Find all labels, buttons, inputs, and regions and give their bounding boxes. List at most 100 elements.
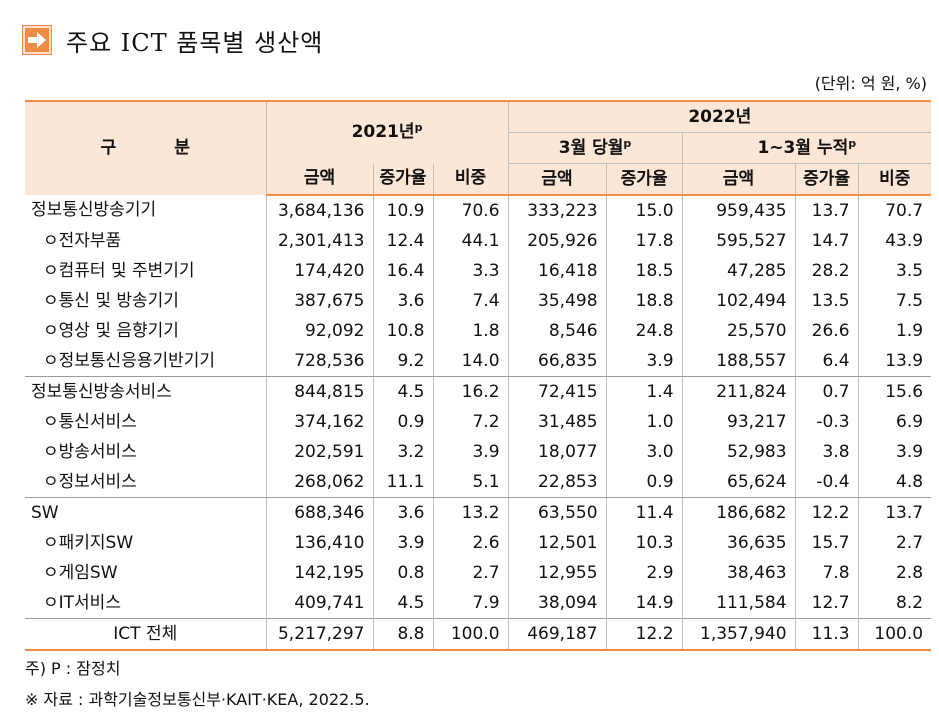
table-cell: 100.0: [857, 618, 932, 651]
table-cell: 7.8: [794, 558, 859, 588]
table-cell: 13.9: [857, 346, 932, 377]
table-cell: 93,217: [681, 407, 796, 437]
table-cell: 11.1: [372, 467, 433, 498]
table-cell: 25,570: [681, 316, 796, 346]
row-label: ㅇ통신 및 방송기기: [43, 290, 179, 311]
table-row: ㅇ영상 및 음향기기 92,092 10.8 1.8 8,546 24.8 25,570 26…: [25, 316, 932, 346]
header-2021: 2021년p: [265, 100, 509, 164]
table-cell: 12,955: [507, 558, 607, 588]
table-cell: 3,684,136: [265, 195, 373, 226]
table-cell: 333,223: [507, 195, 607, 226]
table-cell: 6.9: [857, 407, 932, 437]
table-cell: 202,591: [265, 437, 373, 467]
table-cell: 0.8: [372, 558, 433, 588]
table-row: ㅇ정보서비스 268,062 11.1 5.1 22,853 0.9 65,624 -0.4 4…: [25, 467, 932, 498]
table-cell: 31,485: [507, 407, 607, 437]
header-amount: 금액: [265, 163, 373, 196]
header-category: 구 분: [25, 100, 266, 195]
table-cell: 3.6: [372, 286, 433, 316]
table-cell: 4.8: [857, 467, 932, 498]
table-cell: 2.8: [857, 558, 932, 588]
table-row: ㅇ전자부품 2,301,413 12.4 44.1 205,926 17.8 595,527…: [25, 226, 932, 256]
table-row: ㅇ방송서비스 202,591 3.2 3.9 18,077 3.0 52,983 3.8 3.9: [25, 437, 932, 467]
table-cell: 12.4: [372, 226, 433, 256]
table-cell: 16,418: [507, 256, 607, 286]
table-cell: 8,546: [507, 316, 607, 346]
table-cell: 844,815: [265, 376, 373, 407]
note-provisional: 주) P : 잠정치: [25, 659, 121, 678]
table-row: SW 688,346 3.6 13.2 63,550 11.4 186,682 12.2 13.…: [25, 497, 932, 528]
table-cell: 66,835: [507, 346, 607, 377]
table-cell: 13.5: [794, 286, 859, 316]
header-growth: 증가율: [794, 163, 859, 196]
table-cell: 38,094: [507, 588, 607, 619]
table-cell: 47,285: [681, 256, 796, 286]
table-cell: 28.2: [794, 256, 859, 286]
table-cell: 43.9: [857, 226, 932, 256]
table-cell: 102,494: [681, 286, 796, 316]
header-march: 3월 당월p: [507, 132, 683, 164]
table-cell: 136,410: [265, 528, 373, 558]
table-cell: -0.4: [794, 467, 859, 498]
table-cell: 65,624: [681, 467, 796, 498]
row-label: ㅇ방송서비스: [43, 441, 137, 462]
table-cell: 15.6: [857, 376, 932, 407]
table-cell: 3.9: [372, 528, 433, 558]
table-cell: 374,162: [265, 407, 373, 437]
title-bar: 주요 ICT 품목별 생산액: [22, 20, 323, 60]
table-cell: -0.3: [794, 407, 859, 437]
table-cell: 12.2: [605, 618, 683, 651]
production-table: 구 분 2021년p 2022년 3월 당월p 1~3월 누적p 금액 증가율 …: [25, 100, 932, 651]
table-cell: 10.8: [372, 316, 433, 346]
table-cell: 72,415: [507, 376, 607, 407]
table-cell: 12,501: [507, 528, 607, 558]
table-cell: 15.7: [794, 528, 859, 558]
table-cell: 35,498: [507, 286, 607, 316]
table-cell: 3.3: [432, 256, 509, 286]
table-cell: 10.9: [372, 195, 433, 226]
table-cell: 44.1: [432, 226, 509, 256]
table-cell: 2.7: [432, 558, 509, 588]
table-row: ㅇ패키지SW 136,410 3.9 2.6 12,501 10.3 36,635 15.7 2…: [25, 528, 932, 558]
table-cell: 728,536: [265, 346, 373, 377]
table-cell: 26.6: [794, 316, 859, 346]
header-2022: 2022년: [507, 100, 932, 133]
table-cell: 8.2: [857, 588, 932, 619]
table-cell: 70.7: [857, 195, 932, 226]
table-row: 정보통신방송서비스 844,815 4.5 16.2 72,415 1.4 211,824 0…: [25, 376, 932, 407]
header-growth: 증가율: [372, 163, 433, 196]
table-cell: 0.9: [605, 467, 683, 498]
table-row: ㅇ통신 및 방송기기 387,675 3.6 7.4 35,498 18.8 102,494…: [25, 286, 932, 316]
table-row: ㅇIT서비스 409,741 4.5 7.9 38,094 14.9 111,584 12.7…: [25, 588, 932, 619]
page-title: 주요 ICT 품목별 생산액: [66, 28, 324, 57]
table-row: ㅇ컴퓨터 및 주변기기 174,420 16.4 3.3 16,418 18.5 47,28…: [25, 256, 932, 286]
table-cell: 15.0: [605, 195, 683, 226]
row-label: 정보통신방송기기: [31, 200, 157, 220]
header-amount: 금액: [507, 163, 607, 196]
table-cell: 7.2: [432, 407, 509, 437]
table-row: 정보통신방송기기 3,684,136 10.9 70.6 333,223 15.0 959,…: [25, 195, 932, 226]
table-cell: 1.4: [605, 376, 683, 407]
table-cell: 3.2: [372, 437, 433, 467]
source-note: ※ 자료 : 과학기술정보통신부·KAIT·KEA, 2022.5.: [25, 690, 370, 709]
header-share: 비중: [432, 163, 509, 196]
table-body: 정보통신방송기기 3,684,136 10.9 70.6 333,223 15.0 959,…: [25, 195, 932, 651]
table-cell: 14.0: [432, 346, 509, 377]
table-cell: 12.2: [794, 497, 859, 528]
table-cell: 2,301,413: [265, 226, 373, 256]
table-cell: 387,675: [265, 286, 373, 316]
table-cell: 1.8: [432, 316, 509, 346]
table-cell: 595,527: [681, 226, 796, 256]
table-row: ㅇ통신서비스 374,162 0.9 7.2 31,485 1.0 93,217 -0.3 6.…: [25, 407, 932, 437]
table-cell: 16.2: [432, 376, 509, 407]
table-cell: 3.5: [857, 256, 932, 286]
table-cell: 959,435: [681, 195, 796, 226]
table-cell: 12.7: [794, 588, 859, 619]
table-cell: 14.9: [605, 588, 683, 619]
table-cell: 6.4: [794, 346, 859, 377]
row-label: ㅇ컴퓨터 및 주변기기: [43, 260, 195, 281]
row-label: ㅇ패키지SW: [43, 532, 134, 553]
table-cell: 3.8: [794, 437, 859, 467]
table-cell: 205,926: [507, 226, 607, 256]
table-cell: 18.5: [605, 256, 683, 286]
